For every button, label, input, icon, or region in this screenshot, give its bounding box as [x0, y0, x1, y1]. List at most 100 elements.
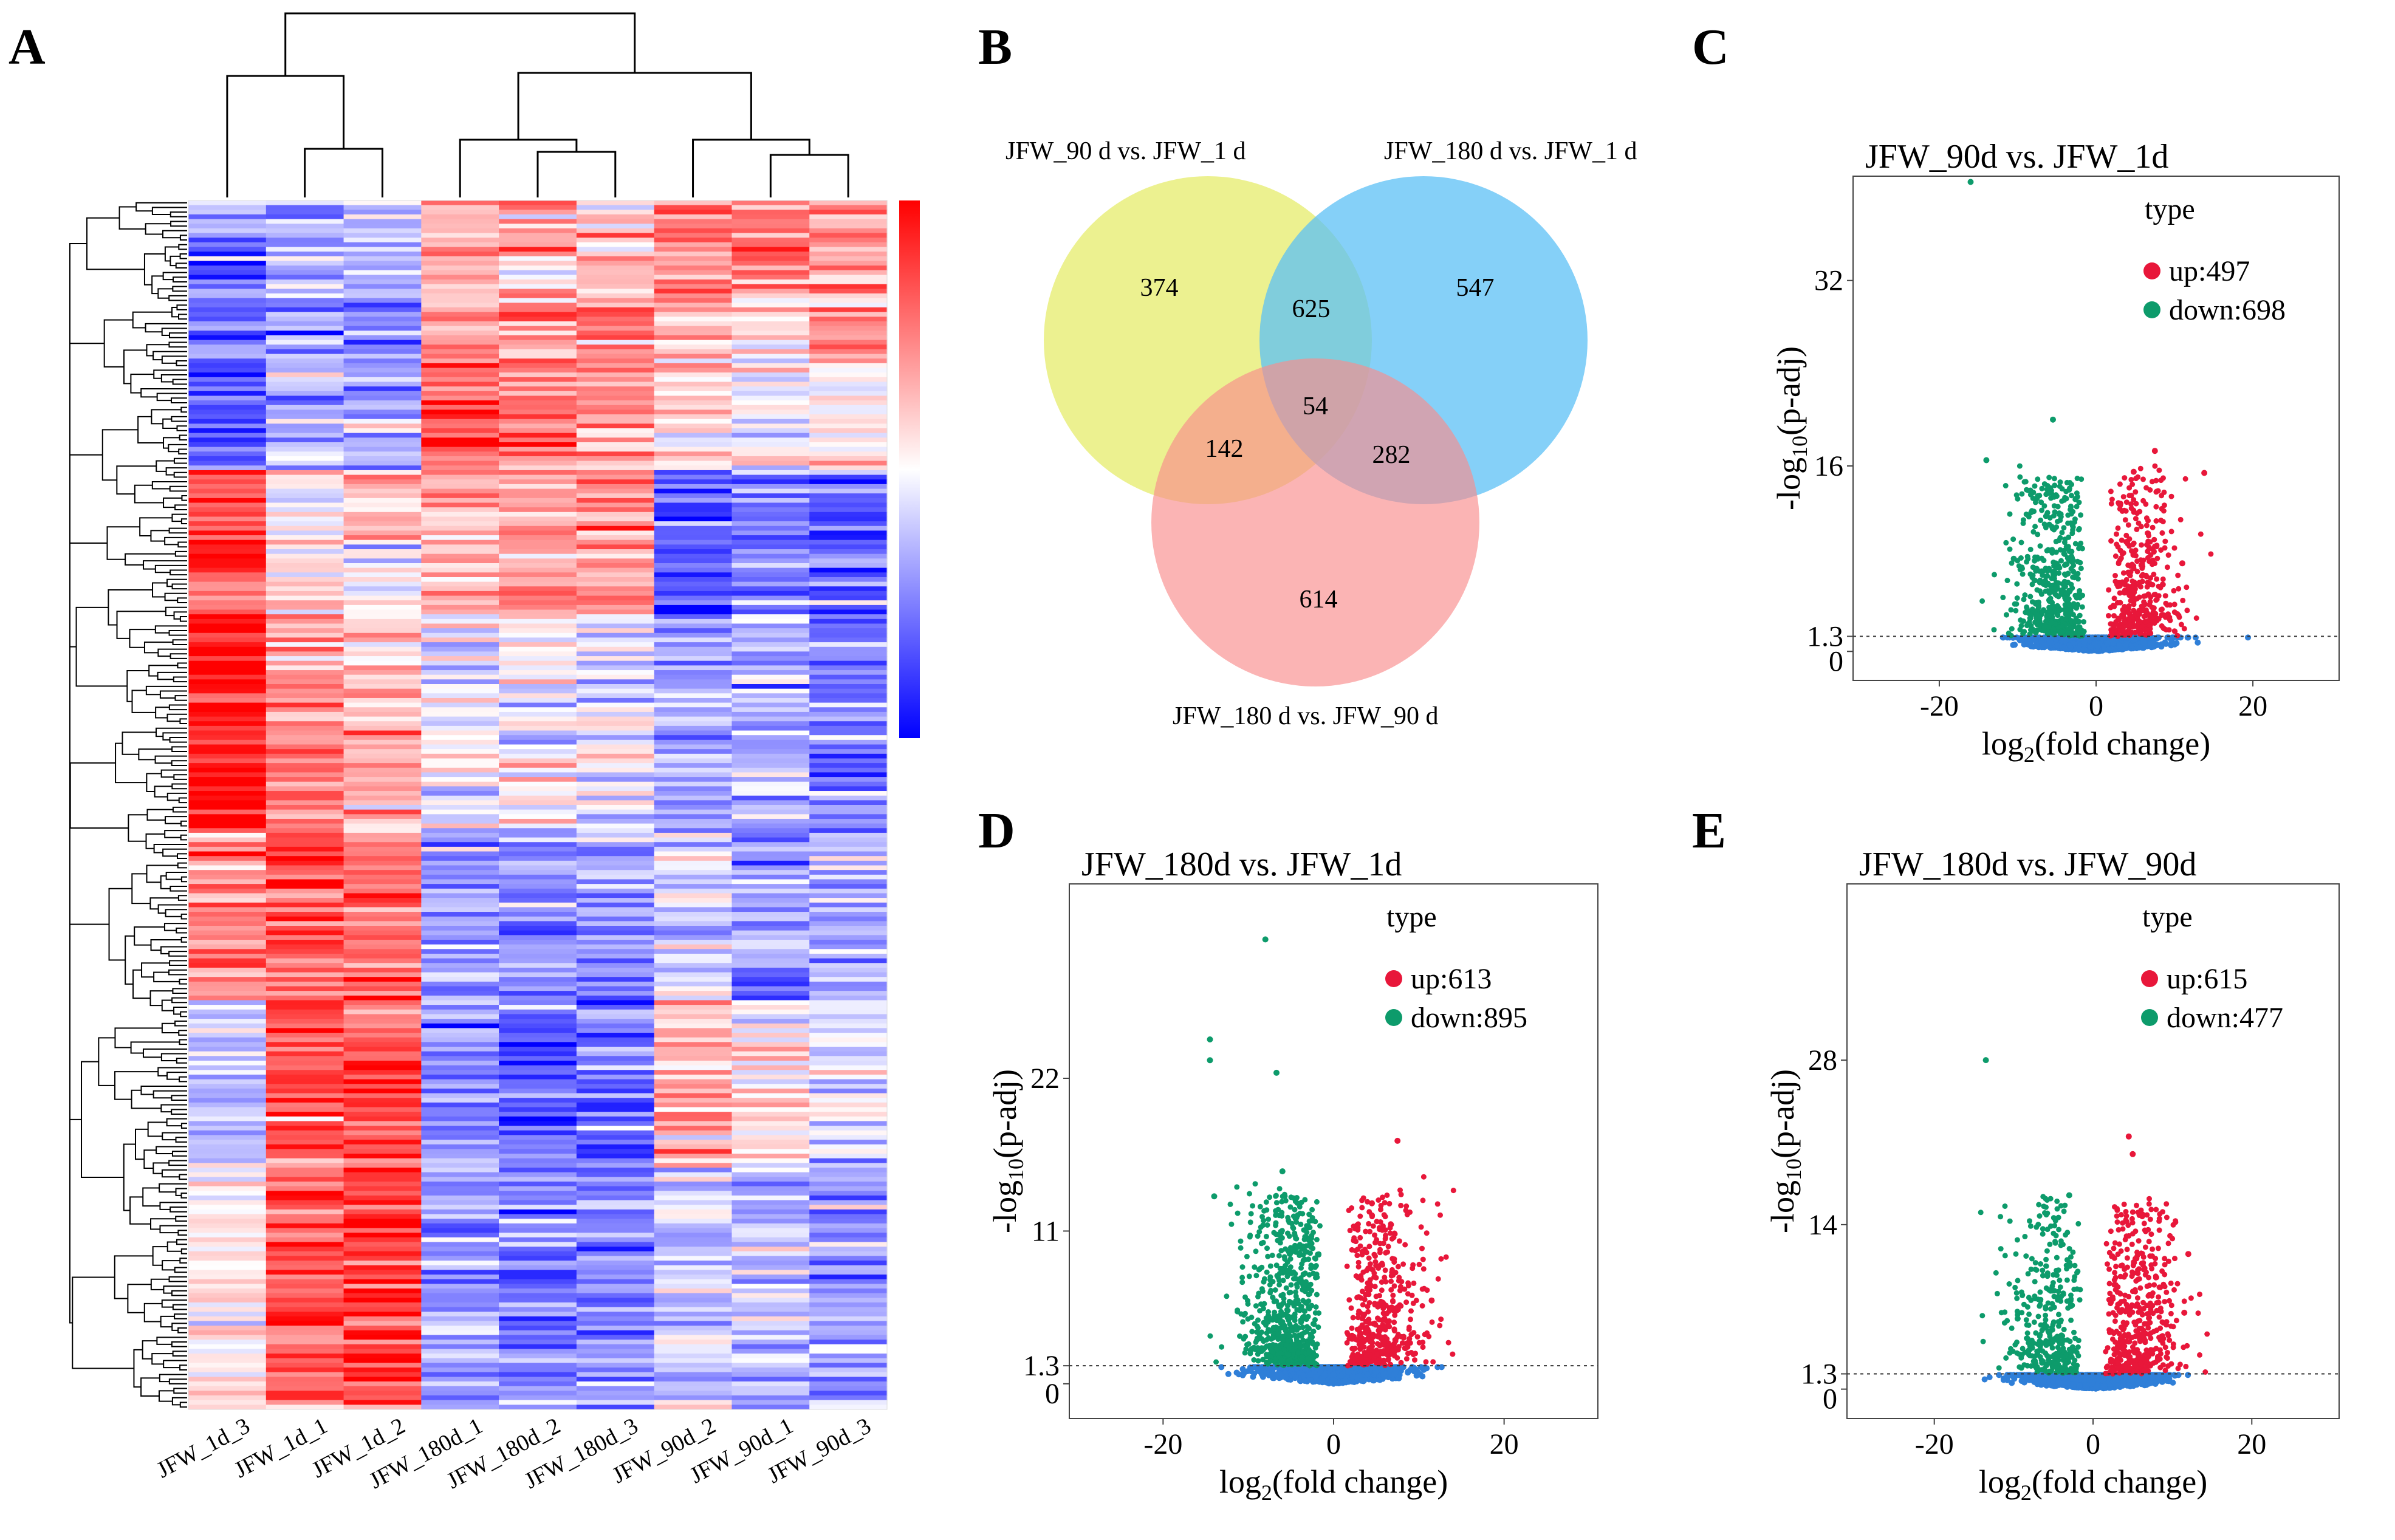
dendrogram-link [175, 1137, 187, 1143]
heatmap-cell [188, 1033, 267, 1038]
heatmap-cell [654, 224, 733, 229]
heatmap-cell [809, 1228, 888, 1233]
heatmap-cell [732, 423, 810, 429]
heatmap-cell [499, 618, 577, 625]
heatmap-cell [188, 563, 267, 569]
point-down [2056, 608, 2061, 614]
heatmap-cell [809, 600, 888, 606]
dendrogram-link [151, 1353, 173, 1365]
heatmap-cell [809, 721, 888, 727]
point-down [2009, 626, 2015, 632]
heatmap-cell [499, 372, 577, 378]
heatmap-cell [188, 200, 267, 206]
heatmap-cell [576, 1042, 655, 1047]
heatmap-cell [576, 1144, 655, 1149]
heatmap-cell [654, 451, 733, 457]
heatmap-cell [343, 763, 422, 768]
heatmap-cell [654, 870, 733, 875]
heatmap-cell [188, 949, 267, 954]
heatmap-cell [809, 210, 888, 215]
heatmap-cell [654, 623, 733, 629]
heatmap-cell [188, 609, 267, 615]
heatmap-cell [266, 386, 344, 392]
heatmap-cell [809, 423, 888, 429]
heatmap-cell [266, 275, 344, 280]
heatmap-cell [188, 1000, 267, 1005]
heatmap-cell [421, 912, 499, 917]
heatmap-cell [576, 614, 655, 620]
heatmap-cell [499, 567, 577, 573]
heatmap-cell [732, 767, 810, 773]
heatmap-cell [188, 502, 267, 508]
heatmap-cell [654, 800, 733, 806]
heatmap-cell [499, 1009, 577, 1015]
heatmap-cell [576, 326, 655, 331]
point-down [2035, 620, 2041, 626]
heatmap-cell [654, 1205, 733, 1210]
heatmap-cell [499, 1251, 577, 1257]
point-up [2124, 631, 2130, 637]
point-up [2137, 465, 2143, 471]
heatmap-cell [499, 395, 577, 401]
heatmap-cell [576, 567, 655, 573]
heatmap-cell [188, 358, 267, 364]
heatmap-cell [343, 1284, 422, 1289]
heatmap-cell [732, 1112, 810, 1117]
heatmap-cell [421, 224, 499, 229]
heatmap-cell [266, 442, 344, 448]
heatmap-cell [421, 1135, 499, 1140]
point-ns [2029, 637, 2035, 643]
dendrogram-link [171, 1341, 187, 1347]
heatmap-cell [732, 967, 810, 973]
heatmap-cell [576, 865, 655, 871]
plot-title: JFW_180d vs. JFW_1d [1081, 846, 1402, 883]
heatmap-cell [576, 437, 655, 443]
heatmap-cell [266, 1386, 344, 1391]
heatmap-cell [188, 865, 267, 871]
heatmap-cell [421, 711, 499, 717]
heatmap-cell [499, 279, 577, 285]
dendrogram-link [171, 583, 187, 590]
heatmap-cell [499, 1219, 577, 1224]
heatmap-cell [343, 665, 422, 671]
heatmap-cell [576, 586, 655, 592]
heatmap-cell [266, 926, 344, 931]
heatmap-cell [732, 1023, 810, 1028]
heatmap-cell [576, 758, 655, 764]
heatmap-cell [809, 791, 888, 796]
point-down [2074, 476, 2080, 481]
heatmap-cell [732, 1293, 810, 1298]
heatmap-cell [188, 1288, 267, 1294]
point-down [2048, 490, 2054, 496]
heatmap-cell [576, 433, 655, 438]
heatmap-cell [343, 1005, 422, 1010]
heatmap-cell [266, 595, 344, 601]
heatmap-cell [188, 326, 267, 331]
heatmap-cell [809, 637, 888, 643]
heatmap-cell [499, 725, 577, 731]
point-up [2167, 616, 2173, 622]
heatmap-cell [732, 474, 810, 480]
heatmap-cell [421, 265, 499, 271]
heatmap-cell [576, 1316, 655, 1322]
heatmap-cell [343, 730, 422, 736]
heatmap-cell [499, 539, 577, 545]
heatmap-cell [266, 1372, 344, 1378]
dendrogram-link [180, 1248, 187, 1254]
heatmap-cell [576, 1172, 655, 1177]
heatmap-cell [421, 233, 499, 238]
heatmap-cell [732, 1065, 810, 1070]
dendrogram-link [169, 960, 187, 967]
heatmap-cell [809, 1112, 888, 1117]
heatmap-cell [732, 642, 810, 648]
heatmap-cell [266, 1005, 344, 1010]
point-outlier [1967, 179, 1974, 185]
heatmap-cell [266, 1312, 344, 1317]
point-down [2000, 595, 2006, 600]
heatmap-cell [343, 977, 422, 982]
heatmap-cell [343, 777, 422, 782]
heatmap-cell [576, 1261, 655, 1266]
heatmap-cell [499, 354, 577, 359]
heatmap-cell [499, 1247, 577, 1252]
heatmap-cell [654, 1070, 733, 1075]
